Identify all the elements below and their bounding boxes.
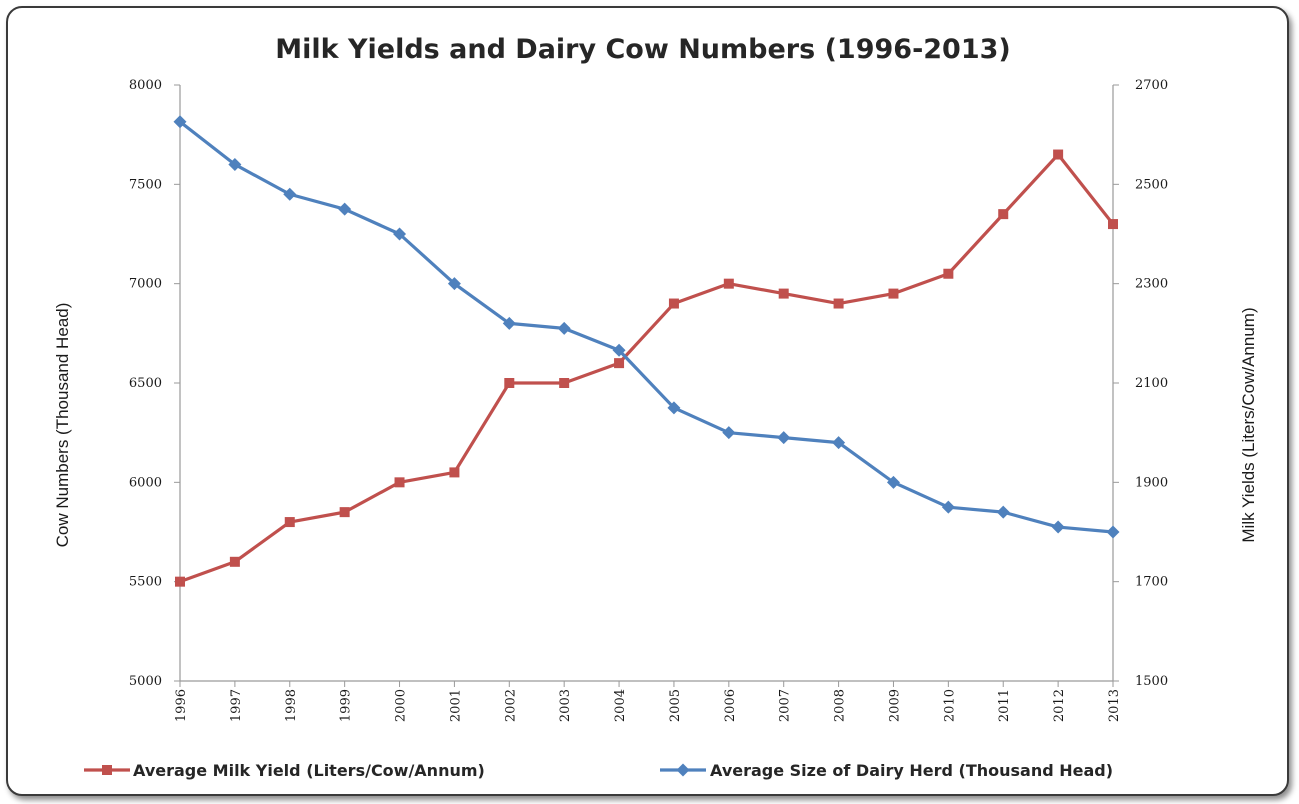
data-point (449, 467, 460, 478)
legend-item: Average Size of Dairy Herd (Thousand Hea… (660, 761, 1113, 780)
x-tick-label: 2002 (503, 689, 518, 722)
x-tick-label: 2000 (394, 689, 409, 722)
data-point (229, 556, 240, 567)
x-tick-label: 2001 (448, 689, 463, 722)
legend: Average Milk Yield (Liters/Cow/Annum) Ave… (84, 761, 1113, 780)
left-tick-label: 6500 (129, 376, 162, 391)
x-tick-label: 2009 (887, 689, 902, 722)
data-point (722, 426, 736, 440)
x-axis-ticks: 1996 1997 1998 1999 2000 2001 2002 2003 2004 2005… (174, 681, 1122, 722)
data-point (559, 378, 570, 388)
left-tick-label: 7000 (129, 277, 162, 292)
data-point (614, 358, 625, 369)
left-axis-ticks: 5000 5500 6000 6500 7000 7500 8000 (129, 78, 180, 689)
data-point (888, 288, 899, 299)
left-axis-title: Cow Numbers (Thousand Head) (53, 303, 72, 548)
x-tick-label: 1997 (229, 689, 244, 722)
data-point (283, 187, 297, 201)
data-point (447, 277, 461, 291)
x-tick-label: 2005 (668, 689, 683, 722)
left-tick-label: 5000 (129, 674, 162, 689)
data-point (943, 268, 954, 279)
data-point (832, 436, 846, 450)
x-tick-label: 2013 (1107, 689, 1122, 722)
right-axis-title: Milk Yields (Liters/Cow/Annum) (1239, 307, 1258, 542)
axes (179, 85, 1114, 682)
x-tick-label: 2007 (778, 689, 793, 722)
x-tick-label: 2011 (997, 689, 1012, 722)
data-point (228, 157, 242, 171)
right-tick-label: 2100 (1135, 376, 1168, 391)
data-point (778, 288, 789, 299)
data-point (504, 378, 515, 388)
left-tick-label: 8000 (129, 78, 162, 93)
data-point (777, 431, 791, 445)
right-tick-label: 2500 (1135, 177, 1168, 192)
data-point (723, 278, 734, 289)
data-point (557, 321, 571, 335)
x-tick-label: 1999 (339, 689, 354, 722)
data-point (668, 298, 679, 309)
data-point (1051, 520, 1065, 534)
legend-label: Average Milk Yield (Liters/Cow/Annum) (133, 761, 485, 780)
right-tick-label: 1500 (1135, 674, 1168, 689)
legend-marker (102, 765, 112, 775)
right-tick-label: 1900 (1135, 475, 1168, 490)
data-point (175, 576, 185, 587)
series-line (179, 120, 1114, 534)
x-tick-label: 2006 (723, 689, 738, 722)
data-point (339, 507, 350, 518)
data-point (612, 343, 626, 357)
x-tick-label: 1996 (174, 689, 189, 722)
data-point (502, 316, 516, 330)
data-point (284, 517, 295, 528)
data-point (393, 227, 407, 241)
left-tick-label: 7500 (129, 177, 162, 192)
right-tick-label: 2700 (1135, 78, 1168, 93)
x-tick-label: 2004 (613, 689, 628, 722)
x-tick-label: 2010 (942, 689, 957, 722)
data-point (667, 401, 681, 415)
right-tick-label: 1700 (1135, 575, 1168, 590)
chart-title: Milk Yields and Dairy Cow Numbers (1996-… (275, 34, 1011, 65)
data-point (1106, 525, 1120, 539)
data-point (394, 477, 405, 488)
data-point (1108, 219, 1118, 230)
x-tick-label: 2008 (833, 689, 848, 722)
legend-label: Average Size of Dairy Herd (Thousand Hea… (710, 761, 1113, 780)
left-tick-label: 6000 (129, 475, 162, 490)
series-line (179, 152, 1115, 584)
x-tick-label: 2012 (1052, 689, 1067, 722)
series-2 (173, 115, 1120, 539)
data-point (1053, 149, 1064, 160)
data-point (998, 209, 1009, 220)
data-point (996, 505, 1010, 519)
data-point (173, 115, 187, 129)
x-tick-label: 2003 (558, 689, 573, 722)
series-layer (173, 115, 1120, 587)
right-axis-ticks: 1500 1700 1900 2100 2300 2500 2700 (1113, 78, 1168, 689)
data-point (941, 500, 955, 514)
legend-marker (676, 763, 690, 777)
x-tick-label: 1998 (284, 689, 299, 722)
data-point (833, 298, 844, 309)
chart-frame (6, 6, 1289, 796)
data-point (886, 475, 900, 489)
series-1 (175, 149, 1118, 587)
right-tick-label: 2300 (1135, 277, 1168, 292)
data-point (338, 202, 352, 216)
left-tick-label: 5500 (129, 575, 162, 590)
legend-item: Average Milk Yield (Liters/Cow/Annum) (84, 761, 485, 780)
